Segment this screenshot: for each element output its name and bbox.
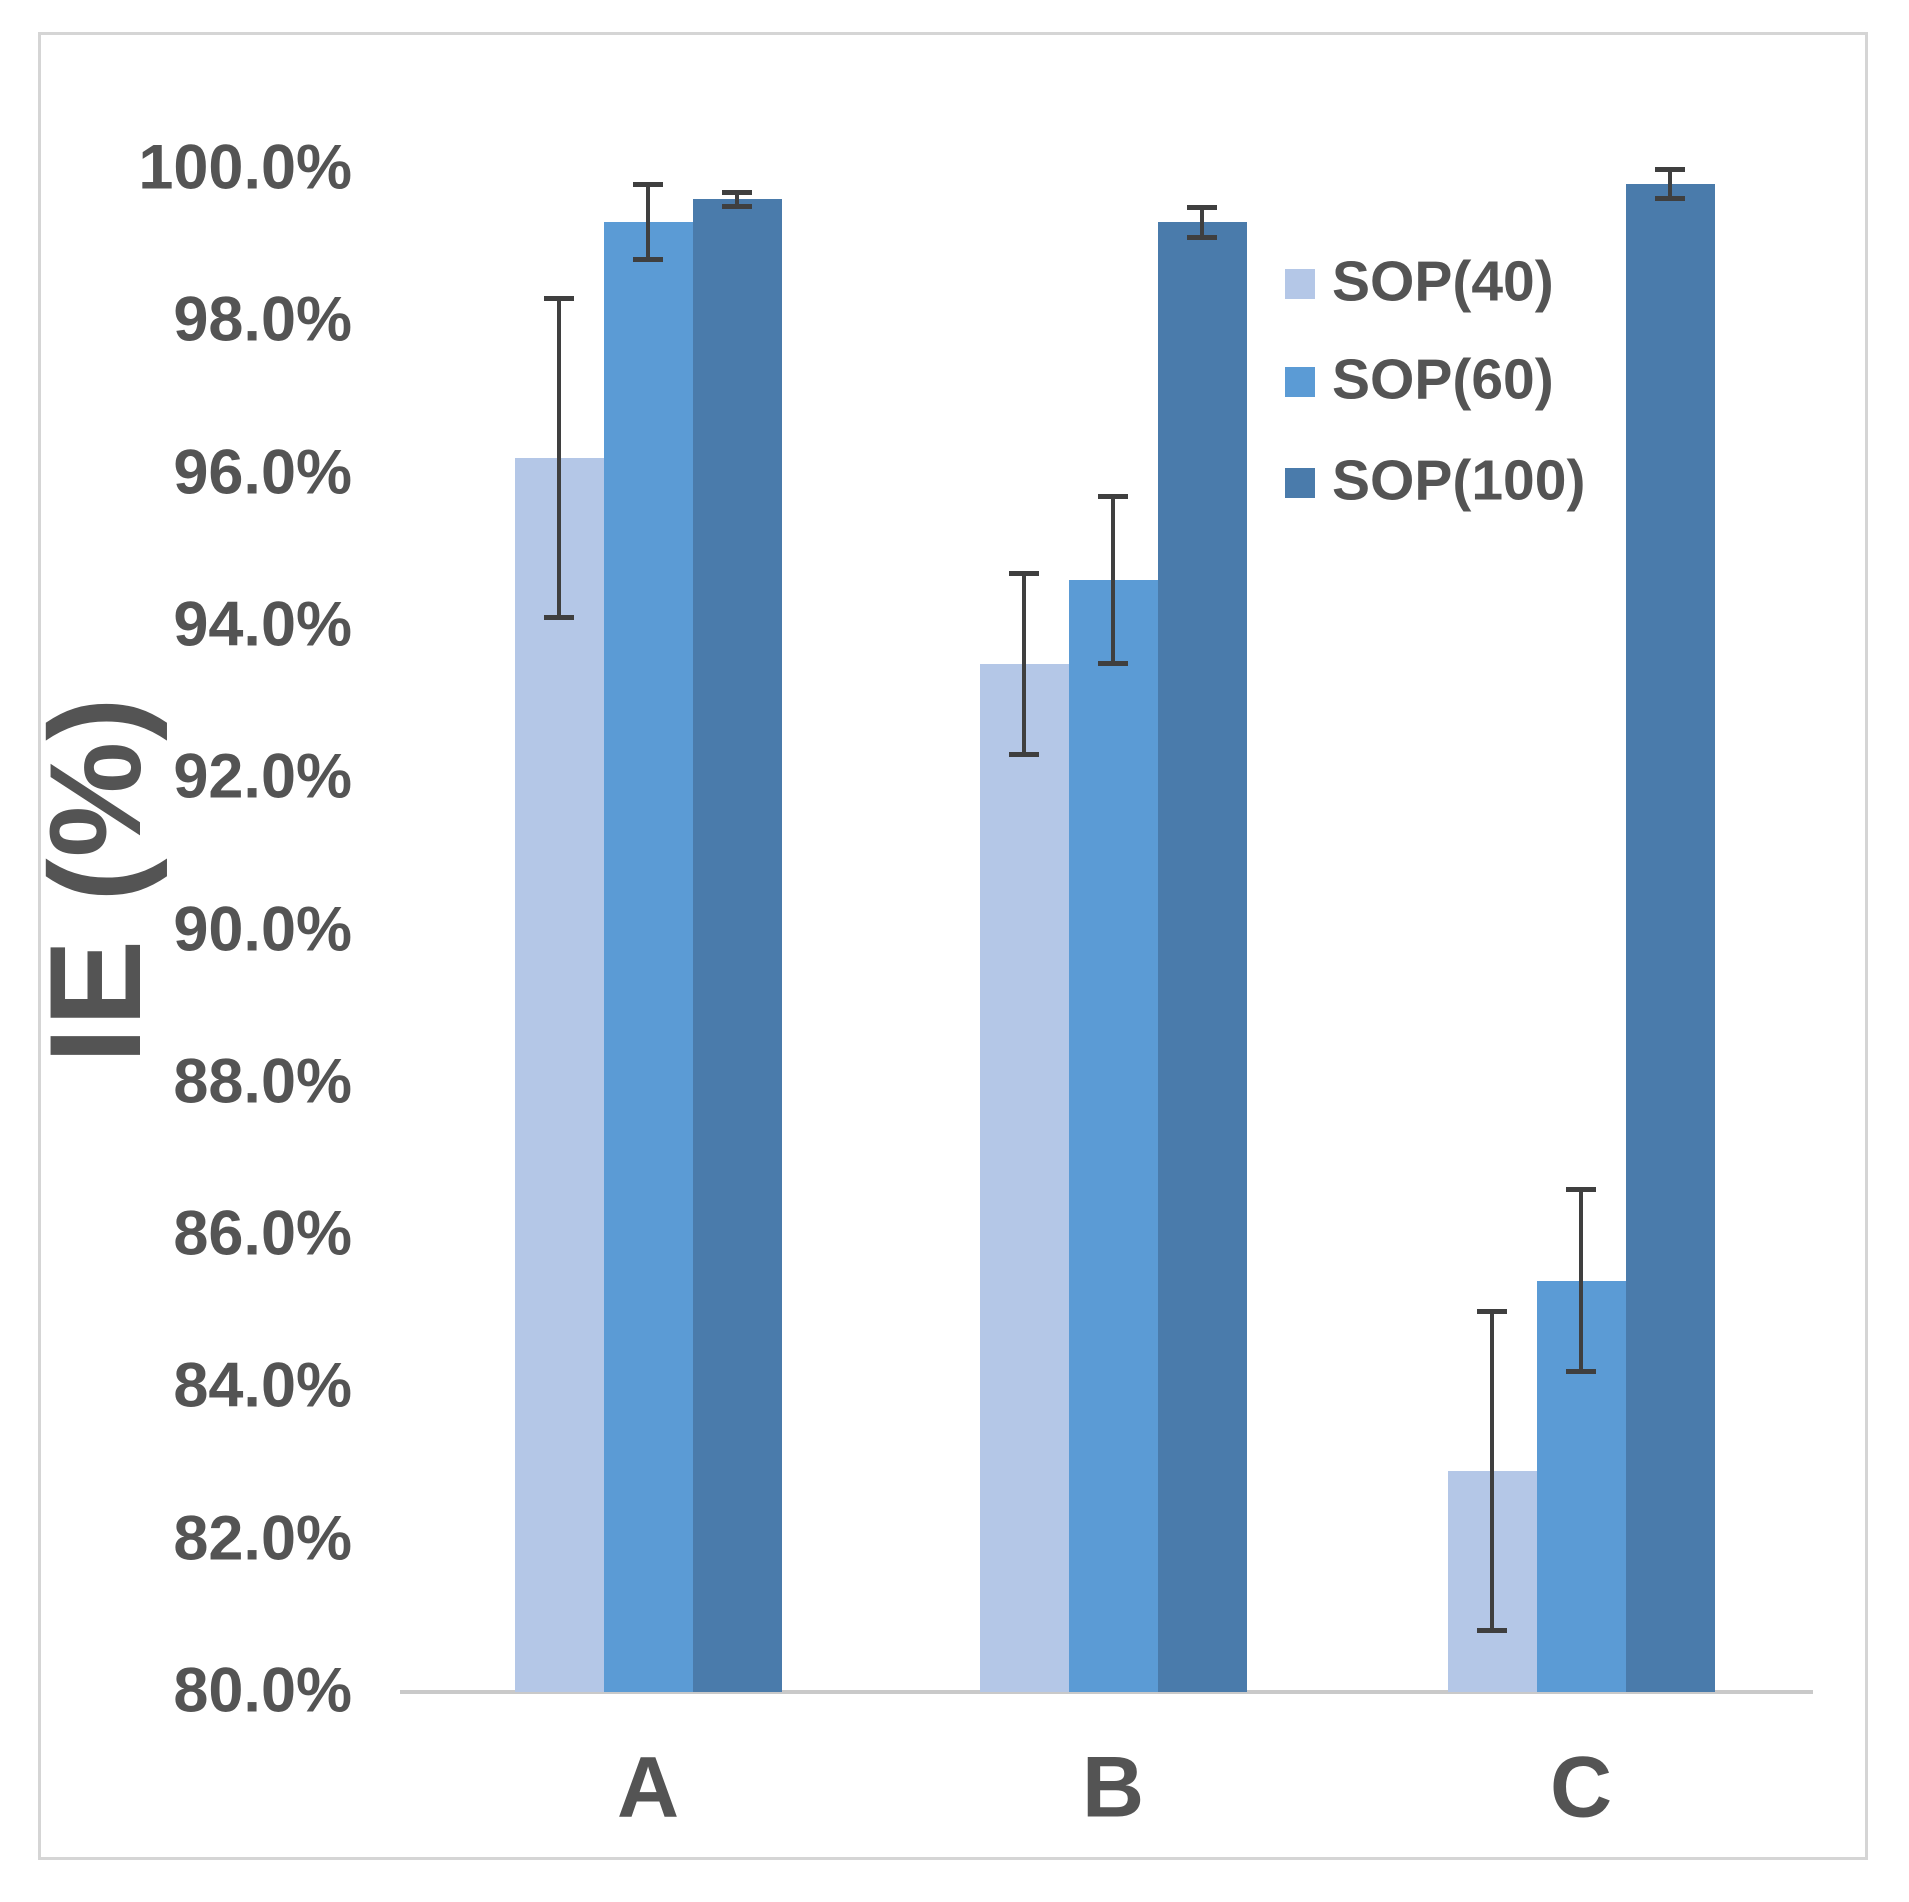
error-bar-sop100-a-top-cap [722,189,752,195]
error-bar-sop60-b-top-cap [1098,494,1128,500]
error-bar-sop40-a [557,298,561,619]
error-bar-sop100-a [735,191,739,208]
error-bar-sop60-b-bottom-cap [1098,660,1128,666]
legend-swatch-sop60 [1285,367,1315,397]
error-bar-sop100-b [1200,207,1204,238]
legend-swatch-sop100 [1285,468,1315,498]
bar-sop40-b [979,663,1069,1692]
error-bar-sop60-c-top-cap [1566,1187,1596,1193]
error-bar-sop60-b [1111,496,1115,664]
x-axis-line [400,1690,1813,1694]
error-bar-sop40-c-top-cap [1477,1309,1507,1315]
y-tick-label: 82.0% [173,1503,352,1574]
y-tick-label: 86.0% [173,1198,352,1269]
error-bar-sop100-b-top-cap [1187,205,1217,211]
error-bar-sop40-c [1490,1311,1494,1632]
bar-sop100-b [1157,222,1247,1692]
y-tick-label: 92.0% [173,741,352,812]
error-bar-sop100-b-bottom-cap [1187,234,1217,240]
bar-sop60-b [1068,580,1158,1692]
error-bar-sop60-a [646,184,650,261]
legend-label-sop100: SOP(100) [1332,448,1586,513]
error-bar-sop100-a-bottom-cap [722,204,752,210]
error-bar-sop40-c-bottom-cap [1477,1628,1507,1634]
x-category-label-a: A [616,1739,680,1836]
error-bar-sop40-a-bottom-cap [544,615,574,621]
bar-sop40-a [514,458,604,1692]
error-bar-sop60-c-bottom-cap [1566,1369,1596,1375]
error-bar-sop60-c [1579,1189,1583,1373]
error-bar-sop40-b [1022,572,1026,756]
x-category-label-b: B [1081,1739,1145,1836]
y-tick-label: 94.0% [173,589,352,660]
y-tick-label: 90.0% [173,894,352,965]
error-bar-sop40-b-bottom-cap [1009,752,1039,758]
bar-sop100-c [1625,184,1715,1692]
y-tick-label: 96.0% [173,437,352,508]
legend-label-sop40: SOP(40) [1332,249,1554,314]
y-tick-label: 88.0% [173,1046,352,1117]
error-bar-sop100-c-bottom-cap [1655,196,1685,202]
error-bar-sop100-c [1668,169,1672,200]
legend-swatch-sop40 [1285,269,1315,299]
bar-sop60-a [603,222,693,1692]
y-tick-label: 100.0% [138,132,352,203]
error-bar-sop60-a-top-cap [633,182,663,188]
error-bar-sop60-a-bottom-cap [633,257,663,263]
y-tick-label: 84.0% [173,1350,352,1421]
error-bar-sop40-a-top-cap [544,296,574,302]
error-bar-sop100-c-top-cap [1655,167,1685,172]
error-bar-sop40-b-top-cap [1009,570,1039,576]
y-tick-label: 80.0% [173,1655,352,1726]
y-tick-label: 98.0% [173,284,352,355]
bar-sop100-a [692,199,782,1692]
legend-label-sop60: SOP(60) [1332,347,1554,412]
x-category-label-c: C [1549,1739,1613,1836]
